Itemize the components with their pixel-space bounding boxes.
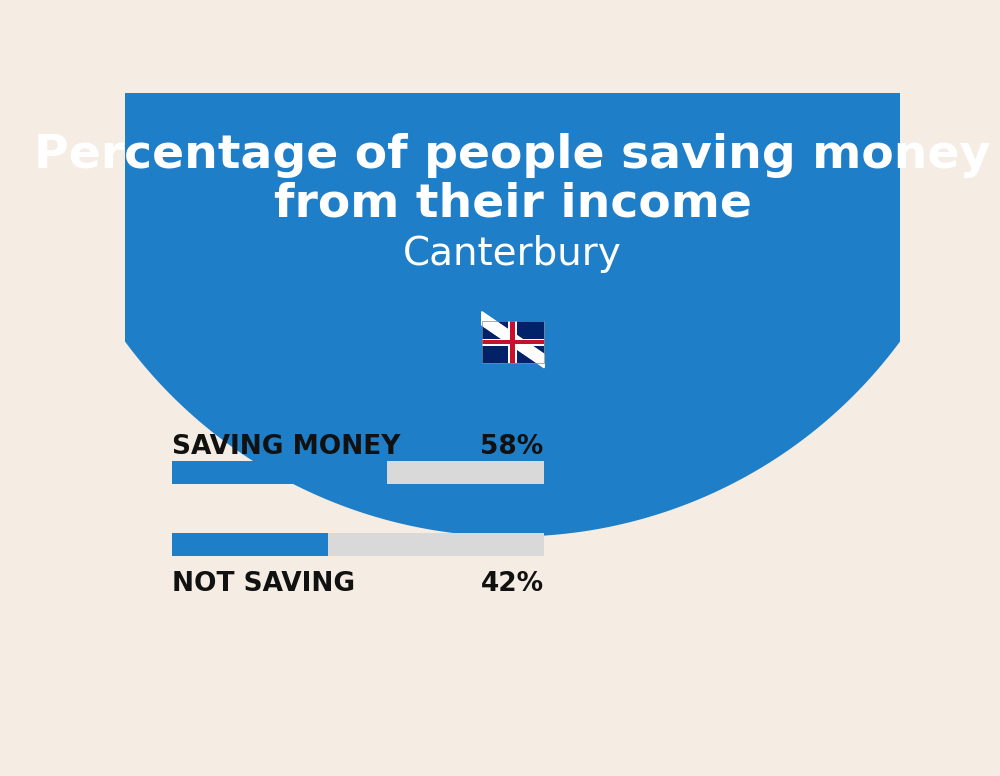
- Bar: [482, 321, 544, 363]
- Bar: [172, 533, 544, 556]
- Bar: [508, 321, 517, 363]
- Bar: [482, 341, 544, 344]
- Text: Percentage of people saving money: Percentage of people saving money: [34, 133, 991, 178]
- Polygon shape: [32, 59, 993, 537]
- Bar: [172, 533, 328, 556]
- Bar: [172, 461, 544, 484]
- Bar: [482, 339, 544, 345]
- Text: 58%: 58%: [480, 434, 544, 459]
- Text: 42%: 42%: [480, 571, 544, 598]
- Bar: [172, 461, 387, 484]
- Text: NOT SAVING: NOT SAVING: [172, 571, 355, 598]
- Text: from their income: from their income: [274, 182, 751, 227]
- Text: Canterbury: Canterbury: [403, 235, 622, 273]
- Bar: [482, 321, 544, 363]
- Bar: [510, 321, 515, 363]
- Text: SAVING MONEY: SAVING MONEY: [172, 434, 400, 459]
